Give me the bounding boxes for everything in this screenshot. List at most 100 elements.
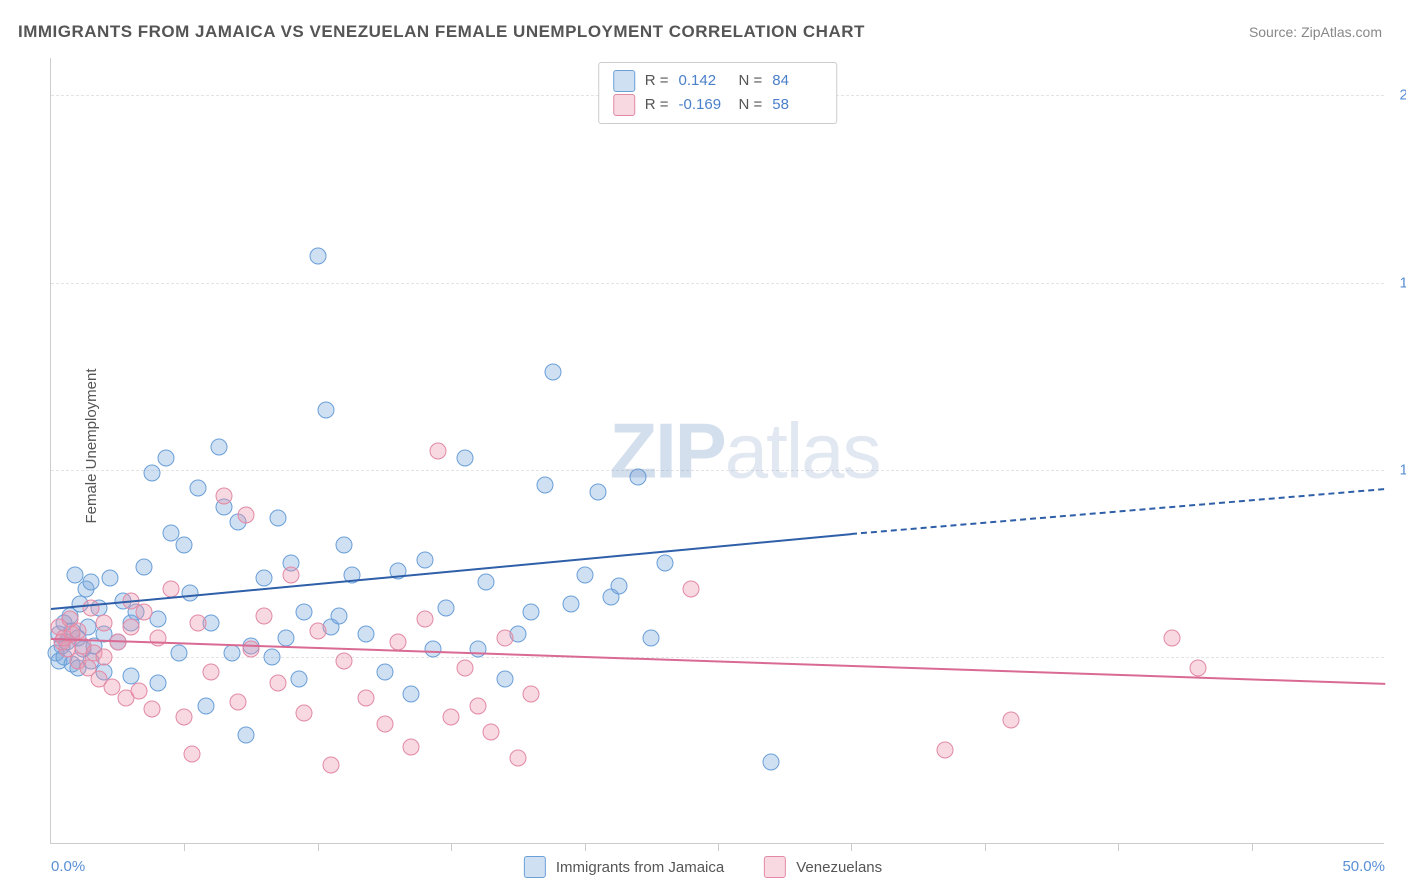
data-point: [189, 480, 206, 497]
legend-label: Immigrants from Jamaica: [556, 859, 724, 876]
data-point: [331, 607, 348, 624]
data-point: [611, 577, 628, 594]
data-point: [317, 401, 334, 418]
source-prefix: Source:: [1249, 24, 1301, 40]
data-point: [469, 641, 486, 658]
data-point: [1190, 660, 1207, 677]
x-tick-label: 50.0%: [1342, 858, 1385, 875]
data-point: [136, 603, 153, 620]
legend-item: Immigrants from Jamaica: [524, 856, 724, 878]
data-point: [323, 757, 340, 774]
gridline: [51, 470, 1384, 471]
data-point: [197, 697, 214, 714]
data-point: [336, 652, 353, 669]
x-tick: [985, 843, 986, 851]
x-tick: [585, 843, 586, 851]
data-point: [389, 633, 406, 650]
data-point: [403, 686, 420, 703]
x-tick-label: 0.0%: [51, 858, 85, 875]
legend-swatch: [613, 94, 635, 116]
data-point: [936, 742, 953, 759]
data-point: [176, 708, 193, 725]
n-value: 58: [772, 93, 822, 117]
data-point: [67, 566, 84, 583]
regression-line: [51, 533, 852, 610]
data-point: [83, 600, 100, 617]
watermark-bold: ZIP: [609, 406, 724, 494]
legend-item: Venezuelans: [764, 856, 882, 878]
data-point: [283, 566, 300, 583]
data-point: [243, 641, 260, 658]
n-label: N =: [739, 69, 763, 93]
data-point: [376, 663, 393, 680]
data-point: [123, 618, 140, 635]
data-point: [443, 708, 460, 725]
data-point: [416, 611, 433, 628]
source-link[interactable]: ZipAtlas.com: [1301, 24, 1382, 40]
chart-title: IMMIGRANTS FROM JAMAICA VS VENEZUELAN FE…: [18, 22, 865, 42]
x-tick: [851, 843, 852, 851]
legend-swatch: [524, 856, 546, 878]
x-tick: [1118, 843, 1119, 851]
data-point: [144, 701, 161, 718]
data-point: [136, 559, 153, 576]
data-point: [429, 443, 446, 460]
data-point: [336, 536, 353, 553]
data-point: [563, 596, 580, 613]
x-tick: [1252, 843, 1253, 851]
data-point: [496, 671, 513, 688]
data-point: [237, 506, 254, 523]
data-point: [203, 663, 220, 680]
data-point: [416, 551, 433, 568]
x-tick: [718, 843, 719, 851]
data-point: [256, 570, 273, 587]
data-point: [469, 697, 486, 714]
data-point: [69, 622, 86, 639]
legend-swatch: [613, 70, 635, 92]
data-point: [656, 555, 673, 572]
data-point: [509, 749, 526, 766]
data-point: [483, 723, 500, 740]
data-point: [1163, 630, 1180, 647]
y-tick-label: 20.0%: [1399, 87, 1406, 104]
legend-bottom: Immigrants from Jamaica Venezuelans: [524, 856, 882, 878]
x-tick: [451, 843, 452, 851]
legend-stat-row: R =0.142N =84: [613, 69, 823, 93]
data-point: [144, 465, 161, 482]
data-point: [403, 738, 420, 755]
data-point: [184, 746, 201, 763]
legend-stats: R =0.142N =84R =-0.169N =58: [598, 62, 838, 124]
data-point: [149, 630, 166, 647]
data-point: [96, 615, 113, 632]
data-point: [181, 585, 198, 602]
data-point: [256, 607, 273, 624]
data-point: [309, 248, 326, 265]
y-tick-label: 10.0%: [1399, 461, 1406, 478]
data-point: [176, 536, 193, 553]
n-label: N =: [739, 93, 763, 117]
data-point: [376, 716, 393, 733]
data-point: [269, 510, 286, 527]
data-point: [149, 675, 166, 692]
r-value: -0.169: [679, 93, 729, 117]
data-point: [131, 682, 148, 699]
data-point: [536, 476, 553, 493]
chart-area: ZIPatlas R =0.142N =84R =-0.169N =58 5.0…: [50, 58, 1384, 844]
data-point: [456, 450, 473, 467]
plot-region: ZIPatlas R =0.142N =84R =-0.169N =58 5.0…: [50, 58, 1384, 844]
data-point: [683, 581, 700, 598]
data-point: [309, 622, 326, 639]
data-point: [157, 450, 174, 467]
data-point: [229, 693, 246, 710]
watermark-rest: atlas: [725, 406, 880, 494]
data-point: [1003, 712, 1020, 729]
data-point: [96, 648, 113, 665]
data-point: [523, 603, 540, 620]
regression-line: [851, 488, 1385, 535]
watermark: ZIPatlas: [609, 405, 879, 496]
data-point: [523, 686, 540, 703]
data-point: [357, 690, 374, 707]
data-point: [189, 615, 206, 632]
data-point: [629, 469, 646, 486]
data-point: [237, 727, 254, 744]
